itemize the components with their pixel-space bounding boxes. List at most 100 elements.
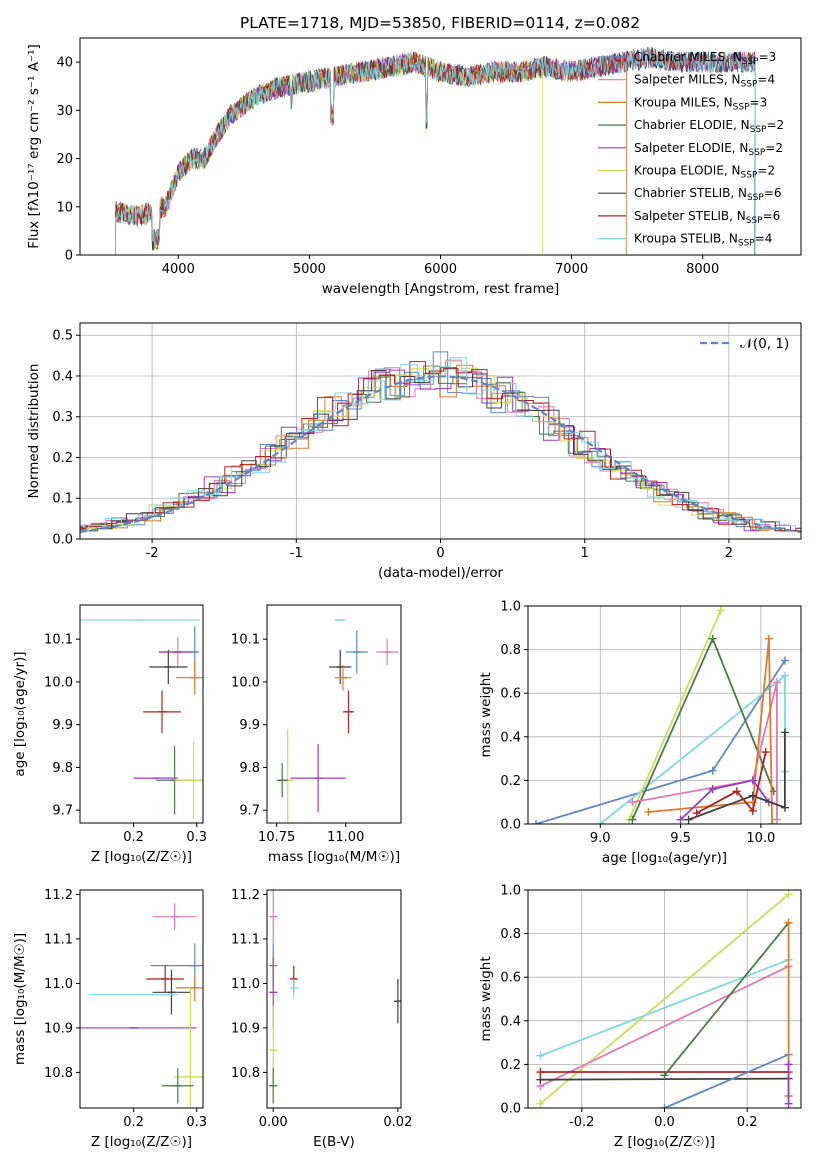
axes-frame [79, 37, 802, 256]
y-tick-label: 10.0 [231, 675, 260, 690]
data-point [780, 728, 789, 737]
mass_vs_Z-plot-area [80, 903, 203, 1108]
y-tick-label: 9.7 [52, 804, 73, 819]
data-point [692, 809, 701, 818]
data-point [708, 785, 717, 794]
data-point [784, 1099, 793, 1108]
y-tick-label: 9.7 [239, 804, 260, 819]
data-point [784, 890, 793, 899]
y-tick-label: 0.4 [52, 369, 73, 384]
mass_vs_ebv-plot-area [269, 890, 401, 1104]
y-tick-label: 20 [56, 152, 73, 167]
legend-subscript: SSP [733, 102, 750, 112]
legend-value: =2 [765, 141, 783, 155]
legend-label: Salpeter MILES, NSSP=4 [634, 73, 775, 90]
y-tick-label: 0.2 [500, 1058, 521, 1073]
x-axis-label: age [log₁₀(age/yr)] [602, 850, 727, 866]
data-point [684, 815, 693, 824]
data-point [784, 918, 793, 927]
y-tick-label: 0 [65, 249, 73, 264]
data-point [628, 798, 637, 807]
histogram-step [80, 360, 801, 532]
x-tick-label: 0.02 [383, 1115, 412, 1130]
y-axis-label: age [log₁₀(age/yr)] [12, 651, 28, 776]
x-tick-label: 0.0 [654, 1115, 675, 1130]
spectrum-line [115, 46, 756, 255]
axes-frame [79, 889, 204, 1109]
spectrum-line [115, 46, 756, 255]
x-tick-label: 11.00 [327, 830, 364, 845]
axes-frame [266, 889, 402, 1109]
data-point [660, 1071, 669, 1080]
axes-frame [79, 604, 204, 824]
axes-frame [79, 322, 802, 540]
y-tick-label: 11.0 [44, 977, 73, 992]
y-tick-label: 9.9 [239, 718, 260, 733]
normal-curve [80, 375, 801, 533]
y-tick-label: 11.1 [44, 932, 73, 947]
x-tick-label: 0.00 [259, 1115, 288, 1130]
x-tick-label: -1 [290, 546, 303, 561]
x-axis-label: wavelength [Angstrom, rest frame] [322, 281, 560, 297]
legend-subscript: SSP [741, 171, 758, 181]
y-tick-label: 10.9 [231, 1021, 260, 1036]
legend-subscript: SSP [741, 80, 758, 90]
legend-subscript: SSP [742, 57, 759, 67]
series-line [540, 965, 789, 1088]
data-point [660, 1104, 669, 1108]
x-tick-label: 7000 [555, 262, 588, 277]
series-line [632, 682, 778, 820]
legend-label: Chabrier MILES, NSSP=3 [634, 50, 776, 67]
y-tick-label: 0.0 [500, 818, 521, 833]
x-tick-label: 4000 [162, 262, 195, 277]
legend-label: Salpeter ELODIE, NSSP=2 [634, 141, 783, 158]
legend-label: Chabrier STELIB, NSSP=6 [634, 186, 782, 203]
histogram-step [80, 369, 801, 532]
data-point [768, 820, 777, 824]
y-tick-label: 11.1 [231, 932, 260, 947]
data-point [628, 815, 637, 824]
series-line [679, 779, 770, 821]
weight_vs_Z-panel: -0.2 0.0 0.2 0.0 0.2 0.4 0.6 0.8 1.0 Z [log₁₀(Z/Z… [478, 884, 802, 1150]
y-axis-label: Flux [fλ10⁻¹⁷ erg cm⁻² s⁻¹ A⁻¹] [26, 44, 42, 249]
legend-label: 𝒩(0, 1) [740, 336, 789, 352]
y-tick-label: 0.2 [500, 774, 521, 789]
x-axis-label: Z [log₁₀(Z/Z☉)] [91, 849, 192, 865]
legend-subscript: SSP [747, 193, 764, 203]
residuals-panel: -2 -1 0 1 2 0.0 0.1 0.2 0.3 0.4 0.5 (data-model)/er… [26, 322, 802, 581]
legend-value: =2 [766, 118, 784, 132]
data-point [772, 815, 781, 824]
histogram-step [80, 364, 801, 532]
spectrum-panel: 4000 5000 6000 7000 8000 0 10 20 30 40 wavelength … [26, 37, 802, 297]
legend-label: Kroupa ELODIE, NSSP=2 [634, 164, 775, 181]
y-axis-label: mass weight [478, 672, 494, 757]
y-tick-label: 0.8 [500, 643, 521, 658]
y-tick-label: 11.2 [44, 888, 73, 903]
legend-value: =6 [763, 209, 781, 223]
x-axis-label: Z [log₁₀(Z/Z☉)] [614, 1134, 715, 1150]
y-tick-label: 10.0 [44, 675, 73, 690]
x-tick-label: 0.2 [123, 830, 144, 845]
y-tick-label: 10.9 [44, 1021, 73, 1036]
series-line [535, 660, 786, 824]
y-axis-label: Normed distribution [26, 364, 42, 499]
series-line [539, 893, 790, 1105]
y-tick-label: 30 [56, 104, 73, 119]
histogram-step [80, 368, 801, 532]
y-tick-label: 10 [56, 200, 73, 215]
x-tick-label: 0.2 [737, 1115, 758, 1130]
weight_vs_Z-plot-area [536, 890, 793, 1108]
x-tick-label: 9.0 [590, 831, 611, 846]
legend-value: =2 [757, 164, 775, 178]
x-tick-label: 2 [725, 546, 733, 561]
y-tick-label: 0.2 [52, 451, 73, 466]
data-point [532, 820, 541, 824]
data-point [748, 806, 757, 815]
x-tick-label: 9.5 [670, 831, 691, 846]
legend-value: =3 [750, 95, 768, 109]
y-axis-label: mass weight [478, 956, 494, 1041]
y-tick-label: 10.1 [44, 633, 73, 648]
series-line [663, 922, 790, 1076]
legend-label: Chabrier ELODIE, NSSP=2 [634, 118, 784, 135]
data-point [784, 1060, 793, 1069]
